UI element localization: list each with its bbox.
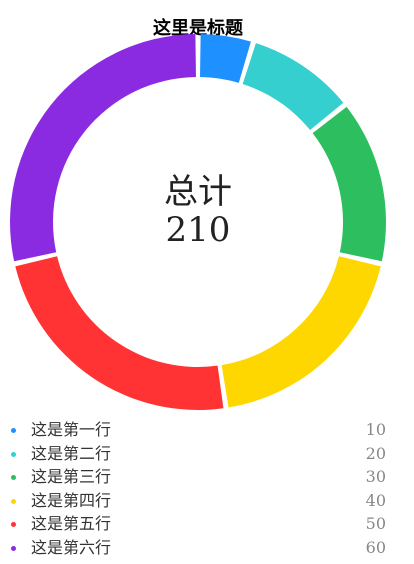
legend-marker [11, 522, 16, 527]
legend-label: 这是第六行 [31, 537, 112, 557]
chart-title: 这里是标题 [153, 18, 243, 39]
legend-label: 这是第二行 [31, 443, 112, 463]
center-total-label: 总计 [164, 172, 232, 212]
donut-slice-5[interactable] [15, 256, 224, 410]
donut-slice-2[interactable] [242, 43, 344, 131]
legend-value: 40 [365, 490, 386, 510]
legend-item[interactable]: 这是第五行 50 [0, 512, 414, 536]
legend-marker [11, 451, 16, 457]
legend-marker [11, 475, 16, 480]
center-total-value: 210 [165, 210, 231, 250]
legend-value: 30 [365, 467, 386, 486]
legend-marker [11, 545, 16, 551]
legend-marker [11, 498, 16, 504]
legend-value: 10 [365, 420, 386, 439]
donut-slice-1[interactable] [200, 34, 251, 83]
legend-item[interactable]: 这是第六行 60 [0, 536, 414, 560]
legend-label: 这是第五行 [31, 514, 112, 533]
donut-slice-4[interactable] [221, 256, 381, 408]
legend-label: 这是第四行 [31, 490, 112, 510]
donut-chart [9, 34, 386, 410]
legend-value: 20 [365, 443, 386, 463]
donut-slice-6[interactable] [9, 34, 196, 262]
legend-label: 这是第三行 [31, 467, 112, 486]
legend-value: 60 [365, 537, 386, 557]
legend-item[interactable]: 这是第三行 30 [0, 465, 414, 489]
legend-value: 50 [365, 514, 386, 533]
legend-marker [11, 428, 16, 433]
legend-item[interactable]: 这是第一行 10 [0, 418, 414, 442]
legend-item[interactable]: 这是第四行 40 [0, 489, 414, 513]
donut-slice-3[interactable] [312, 106, 386, 262]
legend-label: 这是第一行 [31, 420, 112, 439]
legend-item[interactable]: 这是第二行 20 [0, 442, 414, 466]
